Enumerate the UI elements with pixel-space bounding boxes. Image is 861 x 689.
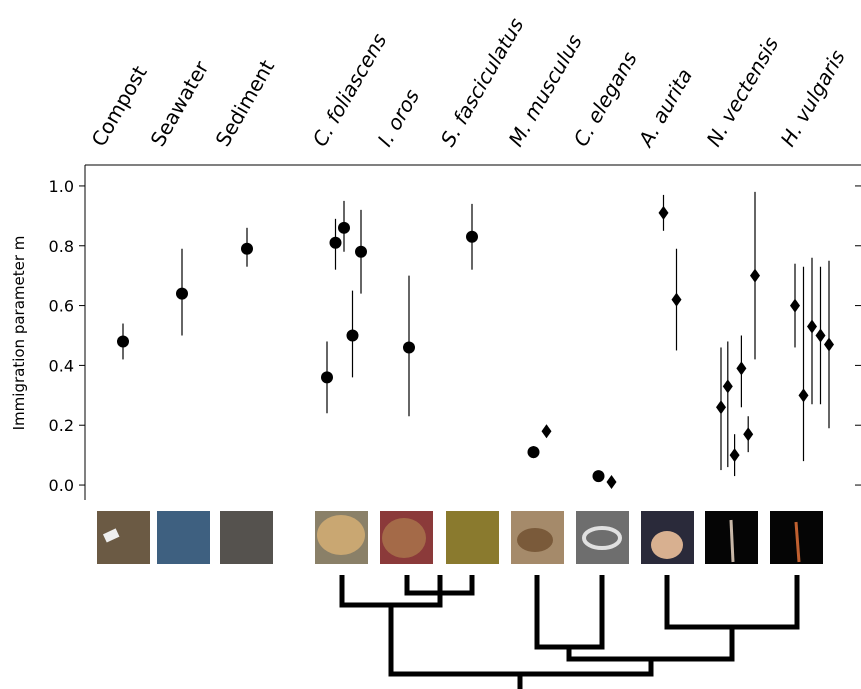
image (220, 511, 273, 564)
point (790, 298, 800, 313)
category-label: Compost (87, 61, 152, 150)
point (527, 446, 540, 459)
point (321, 371, 333, 384)
image (794, 521, 801, 563)
image (582, 526, 622, 550)
y-tick-label: 0.0 (49, 476, 74, 495)
image (729, 519, 735, 563)
point (241, 242, 253, 255)
point (658, 205, 669, 220)
point (329, 236, 342, 249)
point (722, 379, 733, 394)
point (807, 319, 817, 334)
point (355, 245, 367, 258)
point (592, 470, 605, 483)
tree-branch (534, 575, 605, 650)
point (606, 475, 617, 490)
point (117, 335, 129, 348)
y-tick-label: 0.6 (49, 297, 74, 316)
category-label: Sediment (211, 56, 280, 151)
point (466, 230, 478, 243)
point (716, 400, 726, 415)
image (157, 511, 210, 564)
y-tick-label: 0.4 (49, 356, 74, 375)
point (736, 361, 747, 376)
point (798, 388, 809, 403)
image (317, 515, 365, 555)
tree-branch (388, 605, 654, 677)
category-label: H. vulgaris (776, 46, 850, 151)
tree-branch (664, 575, 800, 630)
y-axis-label: Immigration parameter m (10, 236, 28, 431)
point (403, 341, 415, 354)
point (176, 287, 188, 300)
point (541, 424, 552, 439)
tree-branch (566, 627, 735, 662)
point (824, 337, 834, 352)
image (651, 531, 683, 559)
point (750, 268, 760, 283)
tree-branch (404, 575, 475, 596)
point (338, 221, 350, 234)
tree-branch (339, 575, 443, 608)
point (729, 448, 740, 463)
y-tick-label: 0.2 (49, 416, 74, 435)
y-tick-label: 0.8 (49, 237, 74, 256)
image (446, 511, 499, 564)
category-label: C. elegans (569, 48, 642, 151)
category-label: N. vectensis (702, 33, 784, 151)
point (815, 328, 826, 343)
category-label: A. aurita (633, 64, 698, 152)
point (671, 292, 682, 307)
image (382, 518, 426, 558)
phylogeny-tree (339, 575, 800, 689)
image (517, 528, 553, 552)
image (102, 528, 120, 543)
y-tick-label: 1.0 (49, 177, 74, 196)
thumbnails (97, 511, 823, 564)
category-label: Seawater (146, 56, 214, 150)
point (346, 329, 359, 342)
category-label: I. oros (373, 85, 425, 150)
point (743, 427, 754, 442)
